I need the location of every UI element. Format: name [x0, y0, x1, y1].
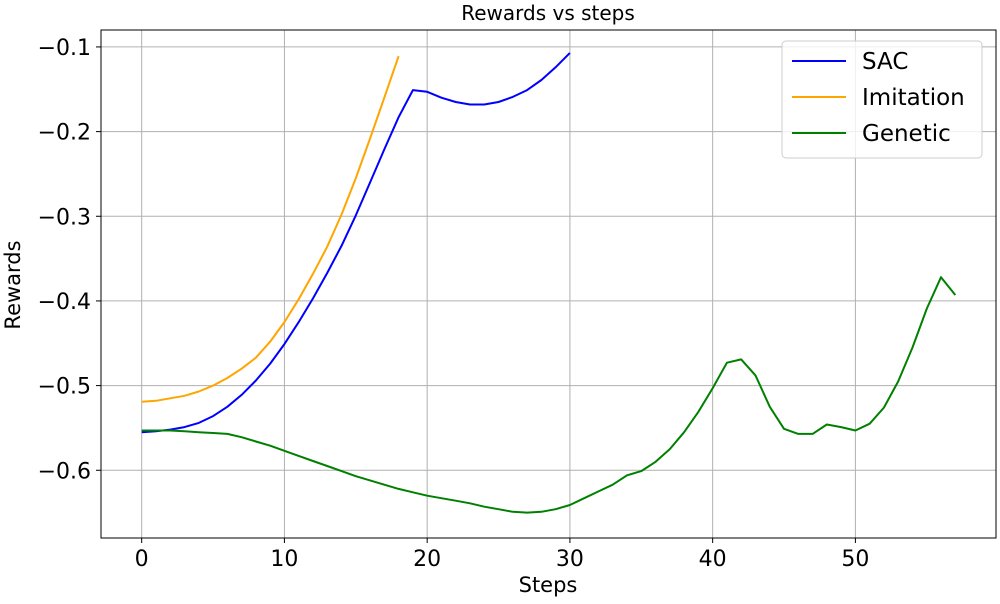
series-line-genetic — [141, 276, 957, 514]
x-tick-label: 10 — [270, 547, 298, 572]
legend: SAC Imitation Genetic — [781, 40, 983, 159]
y-axis-label: Rewards — [1, 240, 25, 329]
series-lines — [141, 52, 957, 514]
y-tick-label: −0.3 — [38, 205, 91, 230]
series-line-imitation — [141, 55, 400, 403]
chart-title: Rewards vs steps — [461, 1, 635, 25]
x-tick-label: 0 — [135, 547, 149, 572]
legend-items: SAC Imitation Genetic — [792, 49, 965, 147]
legend-box — [781, 40, 983, 159]
plot-frame — [100, 29, 997, 539]
y-axis-ticks: −0.6 −0.5 −0.4 −0.3 −0.2 −0.1 — [38, 36, 101, 484]
y-tick-label: −0.6 — [38, 459, 91, 484]
x-tick-label: 50 — [841, 547, 869, 572]
y-tick-label: −0.1 — [38, 36, 91, 61]
series-line-sac — [141, 52, 571, 434]
legend-label-imitation: Imitation — [862, 85, 965, 111]
x-axis-ticks: 0 10 20 30 40 50 — [135, 538, 869, 572]
x-tick-label: 30 — [556, 547, 584, 572]
y-tick-label: −0.4 — [38, 290, 91, 315]
y-tick-label: −0.2 — [38, 121, 91, 146]
legend-label-sac: SAC — [862, 49, 908, 75]
x-tick-label: 40 — [699, 547, 727, 572]
x-axis-label: Steps — [519, 573, 578, 597]
y-tick-label: −0.5 — [38, 375, 91, 400]
legend-label-genetic: Genetic — [862, 121, 951, 147]
x-tick-label: 20 — [413, 547, 441, 572]
